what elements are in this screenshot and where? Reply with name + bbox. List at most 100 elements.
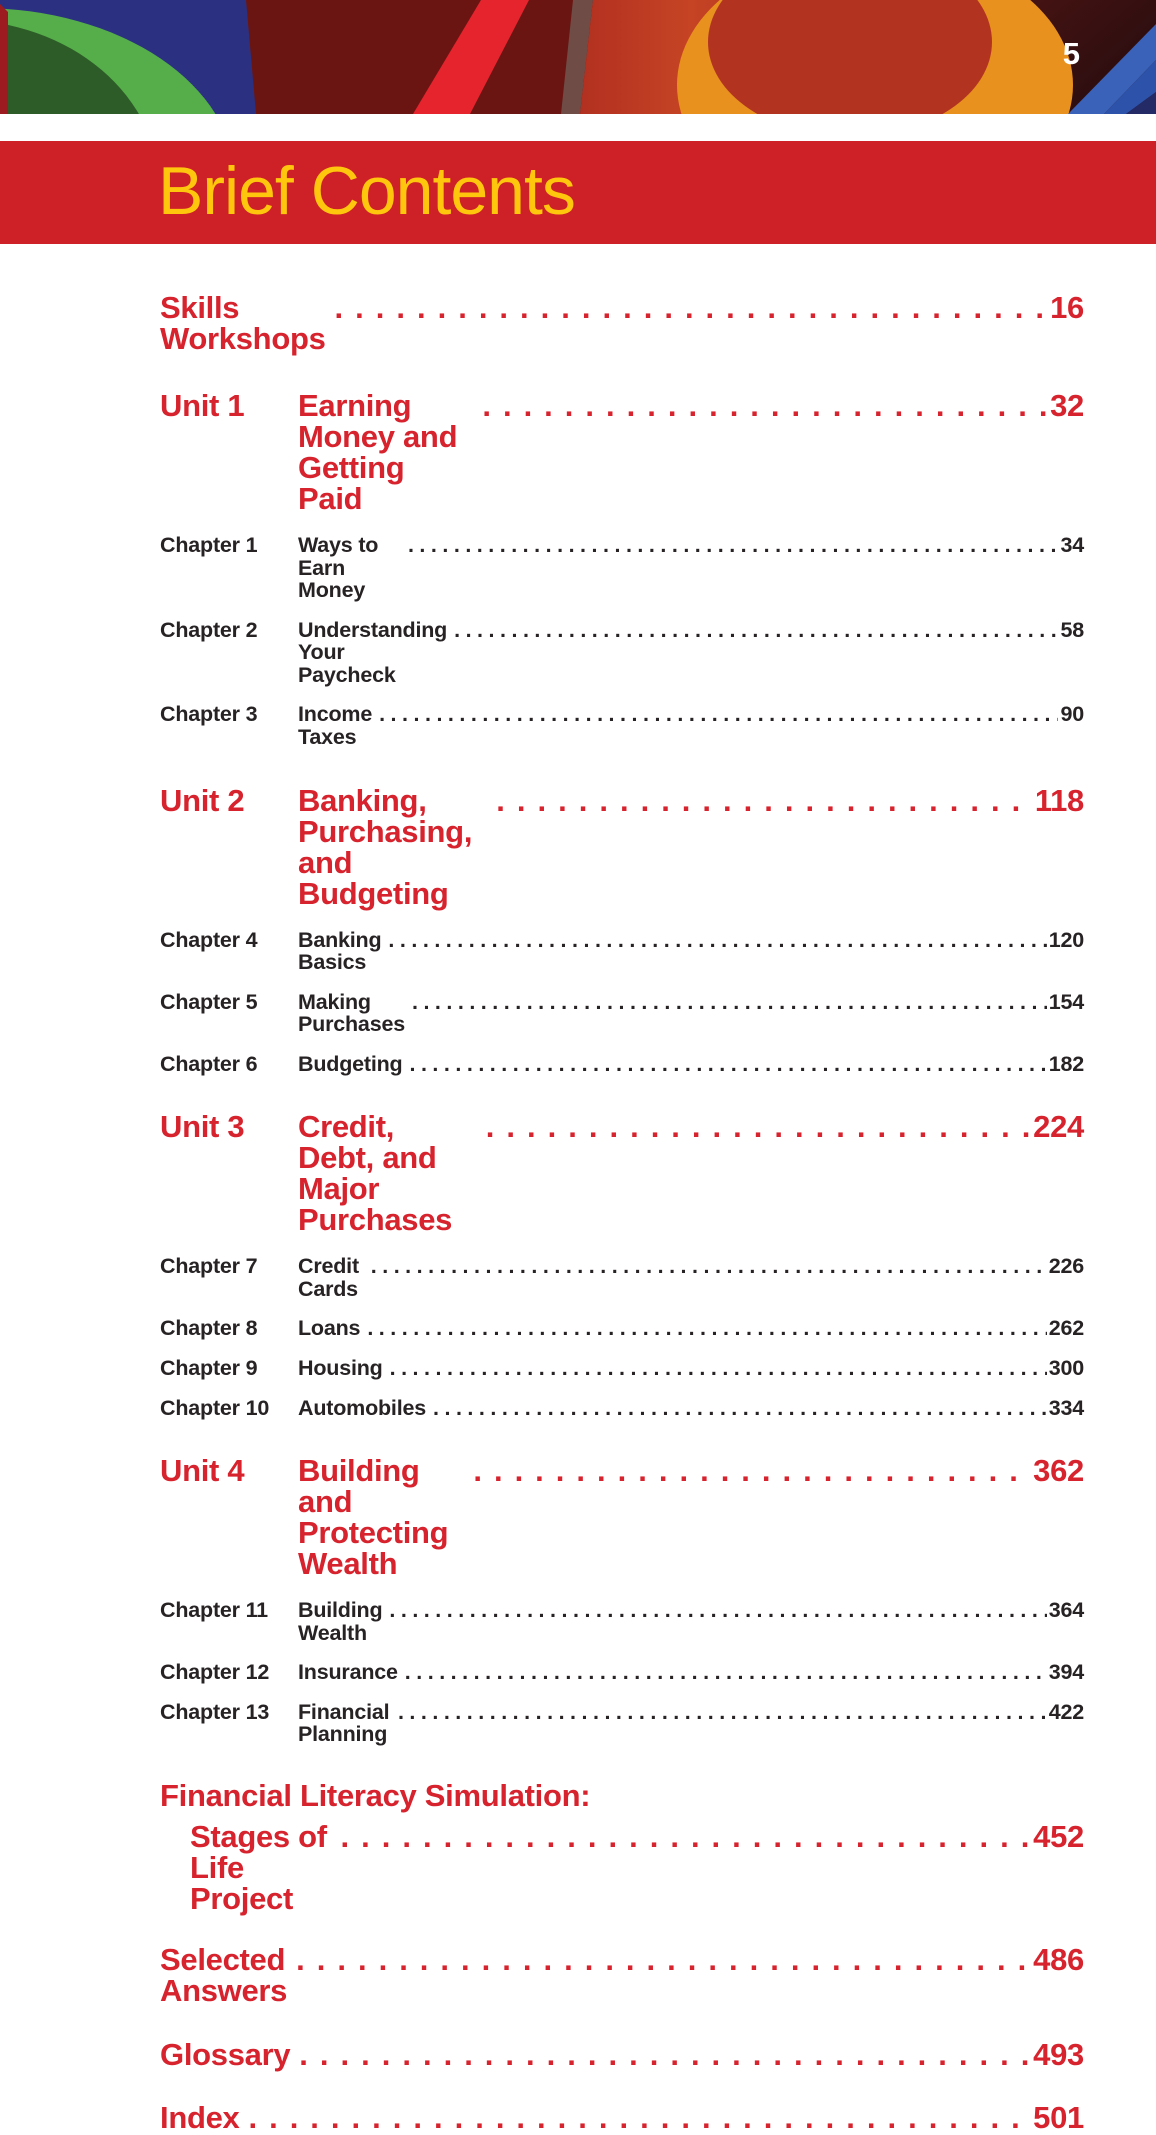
- chapter-title: Financial Planning: [298, 1699, 390, 1747]
- entry-label: Stages of Life Project: [190, 1818, 327, 1916]
- toc-entry-selected-answers: Selected Answers 486: [160, 1944, 1084, 2006]
- dot-leader: [382, 1599, 1046, 1622]
- toc-entry-glossary: Glossary 493: [160, 2039, 1084, 2070]
- toc-entry-index: Index 501: [160, 2102, 1084, 2133]
- chapter-page: 394: [1048, 1660, 1084, 1685]
- dot-leader: [287, 1944, 1031, 1975]
- toc-chapter-row: Chapter 2 Understanding Your Paycheck 58: [160, 617, 1084, 687]
- dot-leader: [381, 929, 1046, 952]
- chapter-page: 34: [1060, 533, 1084, 557]
- toc-chapter-row: Chapter 8 Loans 262: [160, 1317, 1084, 1340]
- toc-entry-financial-literacy-simulation: Financial Literacy Simulation:: [160, 1780, 1084, 1811]
- toc-chapter-row: Chapter 4 Banking Basics 120: [160, 927, 1084, 975]
- toc-unit-heading: Unit 2 Banking, Purchasing, and Budgetin…: [160, 785, 1084, 909]
- unit-page: 118: [1034, 782, 1084, 818]
- chapter-page: 364: [1048, 1598, 1084, 1623]
- chapter-label: Chapter 13: [160, 1699, 270, 1724]
- chapter-label: Chapter 11: [160, 1598, 268, 1623]
- dot-leader: [473, 390, 1048, 421]
- chapter-label: Chapter 9: [160, 1356, 258, 1380]
- chapter-page: 120: [1048, 927, 1084, 952]
- title-banner: Brief Contents: [0, 141, 1156, 244]
- toc-chapter-row: Chapter 6 Budgeting 182: [160, 1053, 1084, 1076]
- unit-label: Unit 3: [160, 1109, 245, 1145]
- dot-leader: [426, 1397, 1047, 1420]
- unit-label: Unit 2: [160, 782, 245, 818]
- brief-contents-list: Skills Workshops 16 Unit 1 Earning Money…: [0, 244, 1156, 2133]
- dot-leader: [477, 1111, 1031, 1142]
- chapter-title: Insurance: [298, 1660, 398, 1685]
- toc-chapter-row: Chapter 1 Ways to Earn Money 34: [160, 534, 1084, 602]
- chapter-label: Chapter 7: [160, 1254, 258, 1279]
- chapter-title: Budgeting: [298, 1051, 403, 1076]
- toc-chapter-row: Chapter 5 Making Purchases 154: [160, 989, 1084, 1037]
- toc-chapter-row: Chapter 9 Housing 300: [160, 1357, 1084, 1380]
- toc-chapter-row: Chapter 3 Income Taxes 90: [160, 703, 1084, 748]
- dot-leader: [391, 1701, 1047, 1724]
- chapter-title: Understanding Your Paycheck: [298, 617, 448, 687]
- dot-leader: [360, 1317, 1046, 1340]
- chapter-page: 154: [1048, 989, 1084, 1014]
- header-collage: 5: [0, 0, 1156, 114]
- dot-leader: [398, 1661, 1047, 1684]
- chapter-title: Banking Basics: [298, 927, 382, 975]
- dot-leader: [447, 619, 1058, 642]
- unit-title: Banking, Purchasing, and Budgeting: [298, 782, 473, 911]
- unit-title: Earning Money and Getting Paid: [298, 388, 458, 516]
- collage-artwork: [0, 0, 1156, 114]
- dot-leader: [326, 292, 1049, 323]
- toc-chapter-row: Chapter 10 Automobiles 334: [160, 1395, 1084, 1420]
- chapter-label: Chapter 12: [160, 1660, 270, 1685]
- chapter-page: 422: [1048, 1699, 1084, 1724]
- toc-entry-skills-workshops: Skills Workshops 16: [160, 292, 1084, 354]
- chapter-title: Building Wealth: [298, 1598, 383, 1645]
- entry-page: 452: [1033, 1818, 1084, 1854]
- chapter-title: Making Purchases: [298, 989, 405, 1037]
- dot-leader: [239, 2102, 1031, 2133]
- toc-unit-heading: Unit 3 Credit, Debt, and Major Purchases…: [160, 1111, 1084, 1235]
- unit-title: Building and Protecting Wealth: [298, 1453, 449, 1582]
- dot-leader: [290, 2039, 1031, 2070]
- toc-chapter-row: Chapter 13 Financial Planning 422: [160, 1699, 1084, 1747]
- chapter-page: 226: [1048, 1254, 1084, 1279]
- toc-chapter-row: Chapter 12 Insurance 394: [160, 1661, 1084, 1684]
- unit-page: 362: [1033, 1453, 1084, 1489]
- chapter-title: Income Taxes: [298, 702, 373, 749]
- dot-leader: [464, 1455, 1031, 1486]
- chapter-title: Ways to Earn Money: [298, 533, 379, 603]
- entry-page: 493: [1033, 2036, 1084, 2072]
- toc-chapter-row: Chapter 11 Building Wealth 364: [160, 1599, 1084, 1644]
- chapter-title: Loans: [298, 1316, 361, 1341]
- entry-label: Financial Literacy Simulation:: [160, 1777, 591, 1813]
- chapter-page: 90: [1060, 702, 1084, 727]
- entry-label: Glossary: [160, 2036, 291, 2072]
- entry-label: Selected Answers: [160, 1941, 288, 2008]
- chapter-title: Credit Cards: [298, 1254, 359, 1301]
- chapter-page: 334: [1048, 1395, 1084, 1420]
- unit-page: 32: [1050, 388, 1084, 423]
- toc-entry-stages-of-life-project: Stages of Life Project 452: [160, 1821, 1084, 1914]
- dot-leader: [402, 1053, 1046, 1076]
- dot-leader: [332, 1821, 1032, 1852]
- chapter-page: 182: [1048, 1051, 1084, 1076]
- unit-page: 224: [1033, 1109, 1084, 1145]
- dot-leader: [372, 703, 1058, 726]
- entry-page: 501: [1033, 2099, 1084, 2135]
- entry-page: 16: [1050, 290, 1084, 325]
- chapter-label: Chapter 3: [160, 702, 258, 727]
- unit-label: Unit 1: [160, 388, 245, 423]
- toc-unit-heading: Unit 4 Building and Protecting Wealth 36…: [160, 1455, 1084, 1579]
- toc-unit-heading: Unit 1 Earning Money and Getting Paid 32: [160, 390, 1084, 514]
- chapter-page: 300: [1048, 1356, 1084, 1380]
- dot-leader: [405, 991, 1047, 1014]
- entry-label: Index: [160, 2099, 240, 2135]
- dot-leader: [364, 1255, 1047, 1278]
- toc-chapter-row: Chapter 7 Credit Cards 226: [160, 1255, 1084, 1300]
- chapter-title: Housing: [298, 1356, 383, 1380]
- entry-page: 486: [1033, 1941, 1084, 1977]
- unit-label: Unit 4: [160, 1453, 245, 1489]
- chapter-page: 262: [1048, 1316, 1084, 1341]
- chapter-label: Chapter 10: [160, 1395, 270, 1420]
- page-title: Brief Contents: [158, 152, 576, 229]
- unit-title: Credit, Debt, and Major Purchases: [298, 1109, 453, 1238]
